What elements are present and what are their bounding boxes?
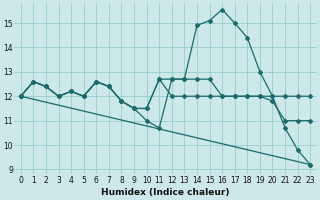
X-axis label: Humidex (Indice chaleur): Humidex (Indice chaleur) xyxy=(101,188,230,197)
